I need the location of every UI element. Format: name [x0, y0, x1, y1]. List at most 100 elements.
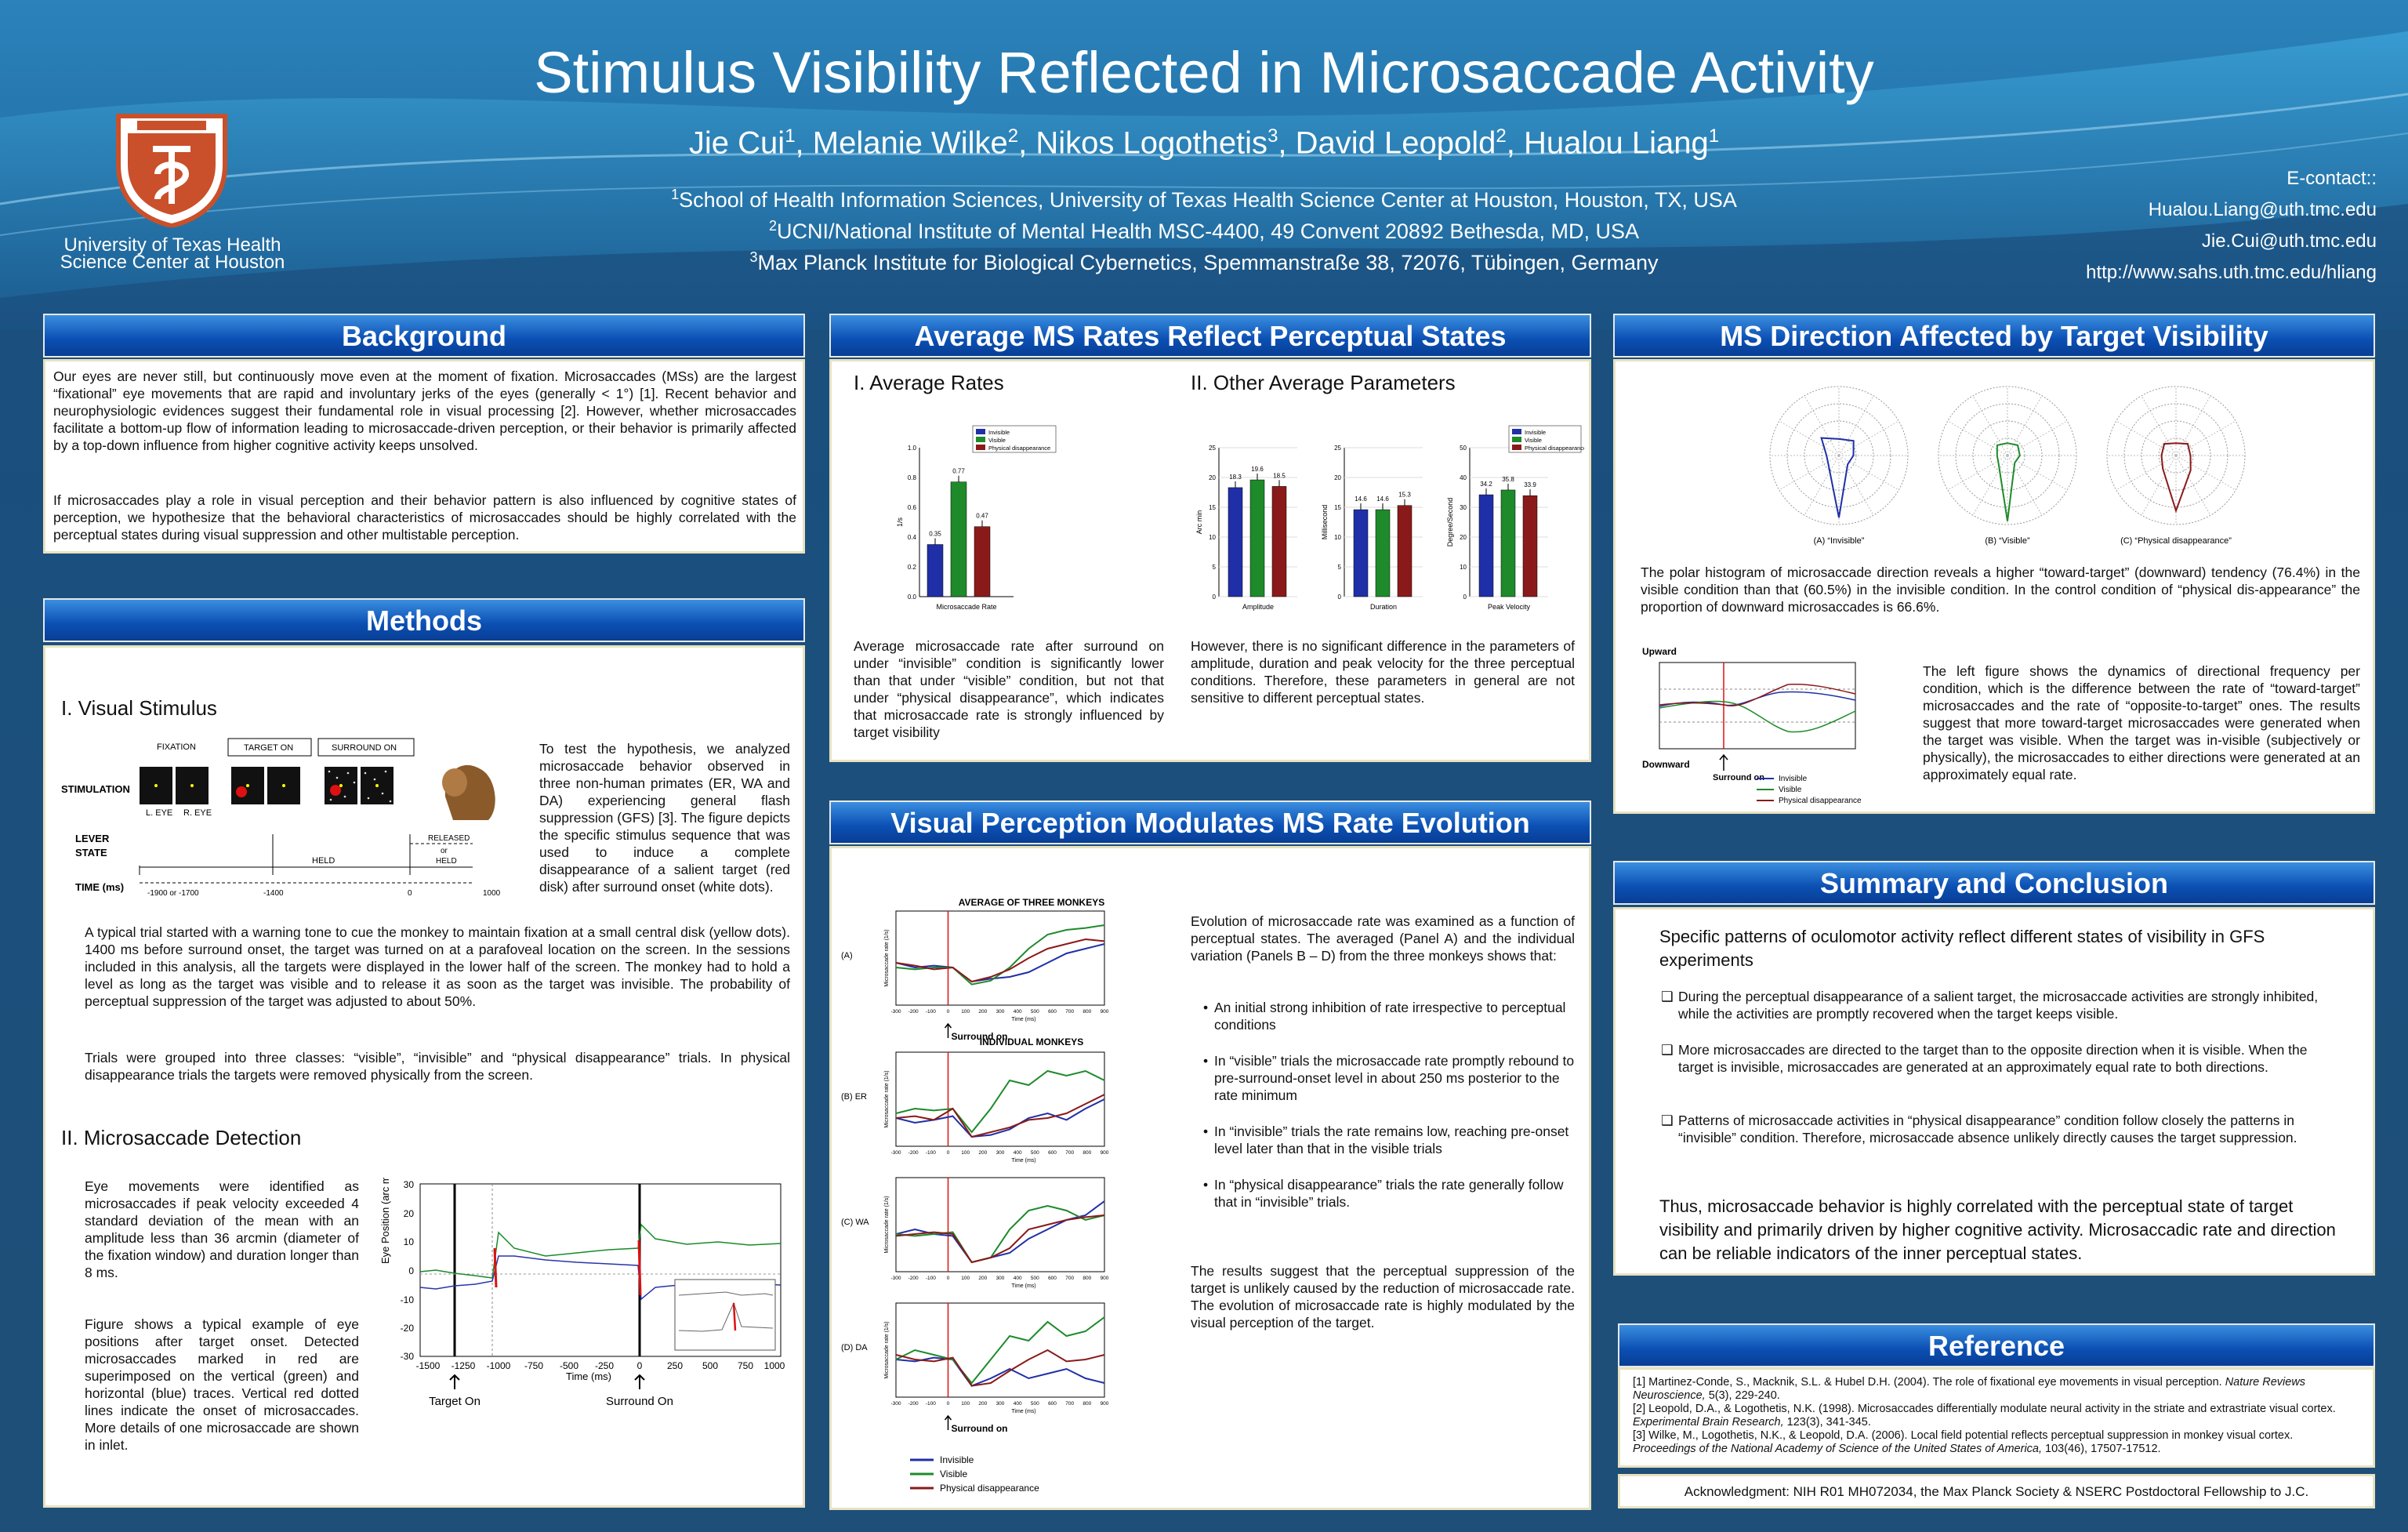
vp-bullet: • An initial strong inhibition of rate ir…	[1203, 1000, 1566, 1033]
background-paragraph: If microsaccades play a role in visual p…	[53, 492, 796, 543]
summary-item: ❑ Patterns of microsaccade activities in …	[1661, 1113, 2297, 1145]
vp-paragraph: Evolution of microsaccade rate was exami…	[1191, 913, 1575, 964]
surround-on-arrow	[944, 1414, 952, 1430]
x-tick-label: 400	[1014, 1150, 1022, 1156]
background-heading: Background	[43, 314, 805, 358]
x-tick-label: 800	[1083, 1276, 1091, 1281]
contact-email[interactable]: Hualou.Liang@uth.tmc.edu	[2148, 199, 2377, 220]
legend-label: Invisible	[1525, 429, 1546, 436]
reference-heading: Reference	[1618, 1323, 2375, 1367]
svg-text:TARGET ON: TARGET ON	[244, 743, 293, 753]
methods-paragraph: Figure shows a typical example of eye po…	[85, 1316, 359, 1453]
contact-block: E-contact:: Hualou.Liang@uth.tmc.edu Jie…	[2086, 163, 2377, 289]
svg-text:Invisible: Invisible	[1779, 775, 1808, 783]
eye-position-figure: Eye Position (arc min) 3020100-10-20-30 …	[379, 1178, 785, 1408]
svg-text:HELD: HELD	[436, 857, 457, 866]
bar-value-label: 0.47	[976, 513, 988, 520]
svg-text:Time (ms): Time (ms)	[566, 1370, 611, 1382]
x-tick-label: -200	[908, 1401, 919, 1407]
stimulus-sequence-diagram: FIXATION TARGET ON SURROUND ON STIMULATI…	[61, 738, 501, 898]
svg-text:or: or	[441, 847, 448, 855]
methods-panel: I. Visual Stimulus FIXATION TARGET ON SU…	[43, 645, 805, 1508]
x-axis-label: Time (ms)	[1011, 1283, 1035, 1289]
panel-frame	[895, 1302, 1105, 1398]
duration-bar-chart: 0 5 10 15 20 25 Millisecond 14.6 14.6 15.3 Duratio…	[1321, 445, 1423, 611]
x-tick-label: -100	[926, 1150, 936, 1156]
x-axis-label: Time (ms)	[1011, 1017, 1035, 1022]
rate-curve-physical-disappearance	[895, 1349, 1105, 1387]
x-tick-label: 100	[961, 1276, 970, 1281]
y-tick-label: 0	[1463, 594, 1467, 601]
x-tick-label: 800	[1083, 1009, 1091, 1015]
peak-velocity-bar-chart: 0 10 20 30 40 50 Degree/Second 34.2 35.8 33.9 Peak…	[1446, 425, 1584, 611]
bar-physical-disappearance	[1522, 495, 1538, 597]
x-tick-label: 600	[1048, 1150, 1057, 1156]
panel-label: (D) DA	[841, 1343, 868, 1352]
rate-curve-invisible	[895, 1356, 1105, 1387]
svg-text:-1500: -1500	[416, 1360, 441, 1371]
polar-spoke	[1947, 420, 2008, 456]
contact-email[interactable]: Jie.Cui@uth.tmc.edu	[2201, 231, 2377, 252]
y-tick-label: 0.0	[908, 594, 917, 601]
bar-value-label: 19.6	[1251, 466, 1264, 473]
directional-frequency-figure: Upward Downward Surround on Invisible Vi…	[1642, 646, 1862, 805]
polar-spoke	[2116, 455, 2177, 491]
y-tick-label: 0.4	[908, 534, 917, 541]
polar-ring	[1769, 386, 1909, 525]
svg-text:0: 0	[408, 889, 412, 898]
polar-spoke	[2175, 395, 2211, 456]
svg-text:Surround on: Surround on	[1713, 773, 1764, 782]
rate-curve-visible	[895, 1316, 1105, 1385]
svg-text:Eye Position (arc min): Eye Position (arc min)	[379, 1178, 391, 1264]
y-axis-label: Microsaccade rate (1/s)	[884, 1321, 890, 1378]
svg-text:SURROUND ON: SURROUND ON	[332, 743, 397, 753]
x-tick-label: 300	[996, 1276, 1005, 1281]
y-tick-label: 10	[1334, 534, 1341, 541]
avg-rates-panel: I. Average Rates II. Other Average Param…	[829, 359, 1591, 762]
bar-value-label: 18.3	[1229, 474, 1242, 481]
reference-item: [1] Martinez-Conde, S., Macknik, S.L. & …	[1633, 1376, 2306, 1402]
legend-swatch	[976, 429, 985, 434]
svg-text:-500: -500	[560, 1360, 578, 1371]
polar-spoke	[2007, 395, 2043, 456]
y-tick-label: 20	[1209, 474, 1216, 481]
x-tick-label: -300	[890, 1009, 901, 1015]
svg-text:-1400: -1400	[263, 889, 284, 898]
methods-paragraph: Trials were grouped into three classes: …	[85, 1050, 790, 1083]
x-tick-label: 0	[947, 1401, 950, 1407]
reference-list: [1] Martinez-Conde, S., Macknik, S.L. & …	[1633, 1376, 2359, 1456]
polar-spoke	[2141, 395, 2177, 456]
avg-rates-heading: Average MS Rates Reflect Perceptual Stat…	[829, 314, 1591, 358]
x-tick-label: 700	[1065, 1276, 1074, 1281]
rate-curve-visible	[895, 924, 1105, 986]
contact-url[interactable]: http://www.sahs.uth.tmc.edu/hliang	[2086, 262, 2377, 283]
y-tick-label: 30	[1460, 504, 1467, 511]
x-tick-label: 400	[1014, 1401, 1022, 1407]
svg-text:1000: 1000	[483, 889, 501, 898]
x-tick-label: 700	[1065, 1150, 1074, 1156]
svg-text:FIXATION: FIXATION	[157, 742, 196, 752]
bar-value-label: 33.9	[1524, 481, 1536, 488]
y-tick-label: 50	[1460, 445, 1467, 452]
direction-heading: MS Direction Affected by Target Visibili…	[1613, 314, 2375, 358]
legend-swatch	[1512, 437, 1521, 442]
polar-spoke	[2116, 420, 2177, 456]
x-tick-label: -200	[908, 1150, 919, 1156]
vp-bullet: • In “visible” trials the microsaccade ra…	[1203, 1053, 1575, 1103]
svg-text:Upward: Upward	[1642, 646, 1677, 657]
x-category-label: Duration	[1370, 603, 1397, 611]
x-tick-label: 600	[1048, 1401, 1057, 1407]
bar-value-label: 14.6	[1376, 496, 1389, 503]
bar-invisible	[1478, 494, 1494, 597]
polar-spoke	[2175, 455, 2236, 491]
poster-title: Stimulus Visibility Reflected in Microsa…	[534, 40, 1874, 105]
vp-bullet: • In “physical disappearance” trials the …	[1203, 1177, 1564, 1210]
bar-visible	[1375, 509, 1391, 597]
svg-text:-20: -20	[401, 1323, 415, 1334]
reference-panel: [1] Martinez-Conde, S., Macknik, S.L. & …	[1618, 1367, 2375, 1468]
methods-paragraph: A typical trial started with a warning t…	[85, 924, 790, 1009]
contact-label: E-contact::	[2287, 168, 2377, 189]
avg-rates-subheading: I. Average Rates	[854, 371, 1004, 394]
legend-label: Visible	[1525, 437, 1542, 444]
x-tick-label: 100	[961, 1401, 970, 1407]
